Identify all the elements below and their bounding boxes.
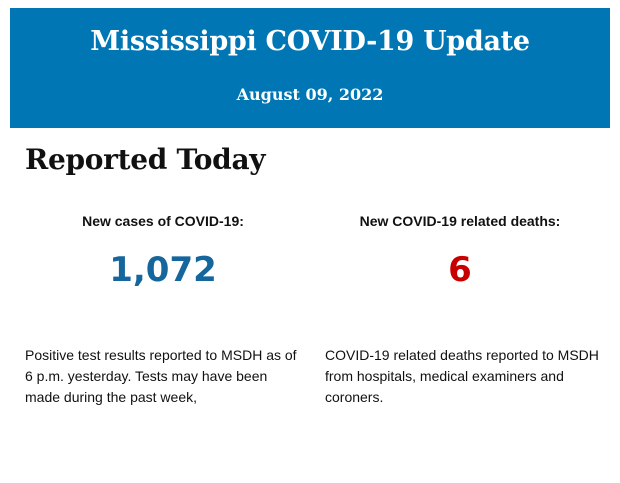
page-title: Mississippi COVID-19 Update xyxy=(90,26,530,57)
new-deaths-value: 6 xyxy=(448,250,472,290)
header-banner: Mississippi COVID-19 Update August 09, 2… xyxy=(10,8,610,128)
report-date: August 09, 2022 xyxy=(236,85,384,104)
new-deaths-label: New COVID-19 related deaths: xyxy=(359,213,561,229)
section-title: Reported Today xyxy=(25,143,266,176)
new-cases-description: Positive test results reported to MSDH a… xyxy=(25,347,297,405)
new-deaths-description: COVID-19 related deaths reported to MSDH… xyxy=(325,347,599,405)
new-cases-value: 1,072 xyxy=(109,250,217,290)
new-cases-label: New cases of COVID-19: xyxy=(82,213,244,229)
